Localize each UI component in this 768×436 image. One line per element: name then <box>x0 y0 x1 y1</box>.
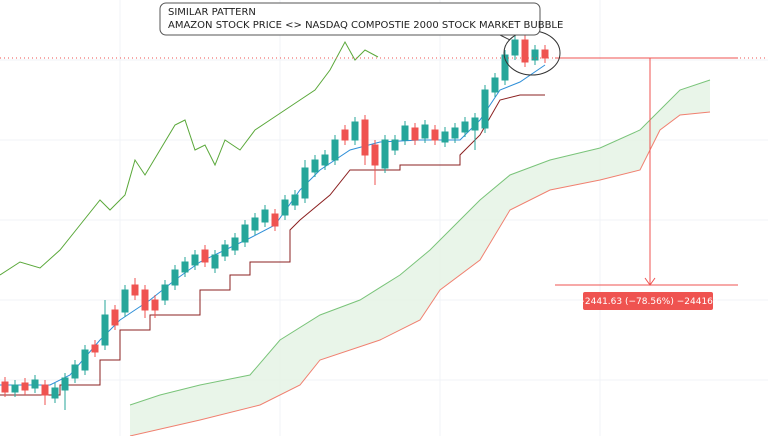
candle <box>111 305 119 330</box>
candle <box>411 123 419 145</box>
candle <box>321 150 329 170</box>
candle <box>401 121 409 145</box>
candle <box>41 380 49 405</box>
candle <box>381 135 389 173</box>
candle <box>21 378 29 395</box>
annotation-box <box>159 2 541 36</box>
candle <box>241 220 249 247</box>
annotation-line: SIMILAR PATTERN <box>168 7 256 18</box>
arrow-head <box>644 277 656 286</box>
candle <box>71 360 79 383</box>
candle <box>101 300 109 350</box>
candle <box>501 50 509 85</box>
candle <box>151 295 159 318</box>
annotation-line: AMAZON STOCK PRICE <> NASDAQ COMPOSTIE 2… <box>168 20 563 31</box>
measure-label: −2441.63 (−78.56%) −244163 <box>577 297 718 307</box>
candle <box>161 280 169 305</box>
candle <box>191 250 199 270</box>
candle <box>481 85 489 133</box>
candle <box>291 190 299 210</box>
candle <box>451 123 459 143</box>
candle <box>361 115 369 165</box>
candle <box>331 135 339 165</box>
candle <box>131 278 139 300</box>
candle <box>511 35 519 60</box>
candle <box>521 35 529 67</box>
candle <box>121 285 129 317</box>
candle <box>171 265 179 290</box>
candle <box>391 135 399 155</box>
candle <box>341 125 349 145</box>
candle <box>61 373 69 410</box>
candle <box>351 117 359 145</box>
lagging-span <box>0 40 379 276</box>
candle <box>221 240 229 261</box>
candle <box>201 245 209 267</box>
candle <box>311 155 319 177</box>
callout-pointer <box>499 34 511 41</box>
candle <box>231 233 239 255</box>
candle <box>371 140 379 185</box>
base-line <box>0 94 545 396</box>
candle <box>441 127 449 147</box>
candle <box>531 45 539 65</box>
candle <box>301 160 309 203</box>
candle <box>271 209 279 231</box>
candle <box>251 213 259 235</box>
candle <box>81 345 89 375</box>
candle <box>31 375 39 393</box>
candle <box>431 125 439 145</box>
candle <box>141 285 149 318</box>
candle <box>491 73 499 97</box>
candle <box>421 120 429 143</box>
candle <box>471 113 479 150</box>
candle <box>211 250 219 273</box>
senkou-a <box>129 79 711 406</box>
candle <box>181 257 189 277</box>
measure-label-box <box>583 292 713 310</box>
candle <box>261 205 269 227</box>
candle <box>281 195 289 220</box>
candle <box>1 377 9 397</box>
candle <box>11 380 19 397</box>
cloud <box>130 80 710 436</box>
candles <box>1 35 549 410</box>
candle <box>91 340 99 357</box>
candle <box>461 117 469 137</box>
candle <box>51 383 59 403</box>
